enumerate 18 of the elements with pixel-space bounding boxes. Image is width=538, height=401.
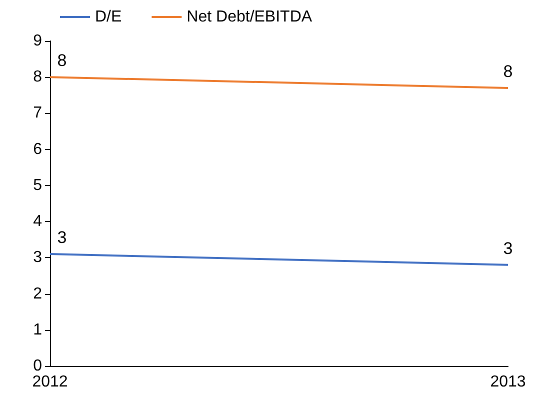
data-label: 3 bbox=[57, 228, 67, 248]
data-label: 8 bbox=[57, 51, 67, 70]
legend-label: Net Debt/EBITDA bbox=[186, 8, 312, 26]
y-tick-label: 1 bbox=[33, 321, 42, 338]
y-tick-label: 4 bbox=[33, 213, 42, 230]
y-tick-label: 6 bbox=[33, 140, 42, 158]
x-tick-label: 2013 bbox=[490, 374, 526, 390]
data-label: 3 bbox=[503, 238, 513, 258]
y-tick-label: 5 bbox=[33, 176, 42, 194]
data-label: 8 bbox=[503, 62, 513, 81]
y-tick-label: 3 bbox=[33, 249, 42, 266]
y-tick-label: 0 bbox=[33, 358, 42, 374]
y-tick-label: 2 bbox=[33, 285, 42, 302]
x-tick-label: 2012 bbox=[32, 374, 68, 390]
y-tick-label: 8 bbox=[33, 68, 42, 86]
y-tick-label: 7 bbox=[33, 104, 42, 122]
legend-label: D/E bbox=[95, 8, 122, 26]
y-tick-label: 9 bbox=[33, 32, 42, 50]
